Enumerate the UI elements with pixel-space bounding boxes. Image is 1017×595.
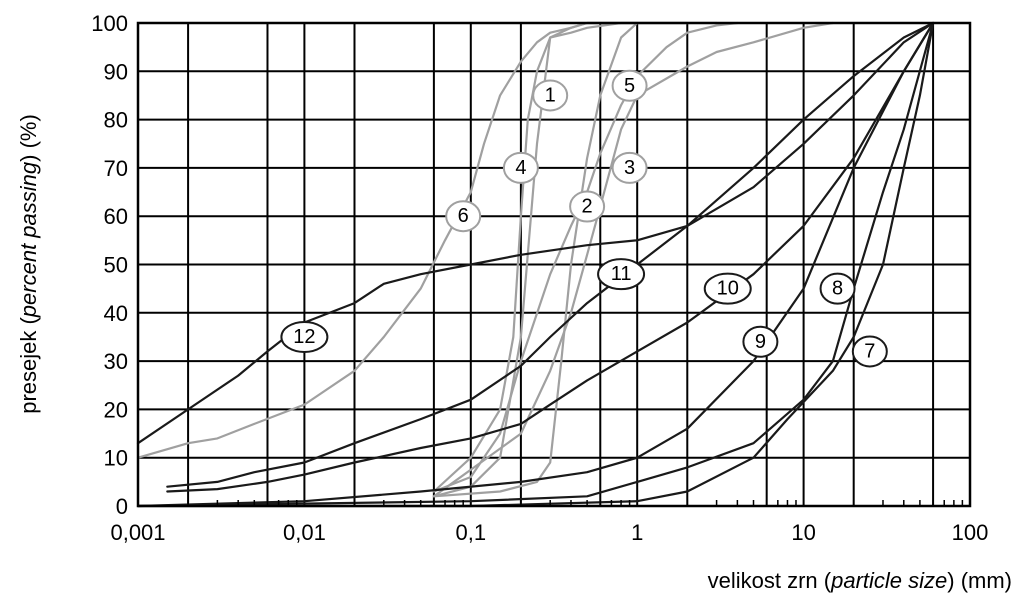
x-tick-label: 1 — [631, 520, 643, 545]
y-tick-label: 0 — [116, 494, 128, 519]
series-label-10: 10 — [717, 278, 739, 300]
series-label-bubble-8 — [819, 272, 856, 305]
x-tick-label: 0,01 — [283, 520, 326, 545]
y-tick-label: 80 — [104, 108, 128, 133]
x-tick-label: 0,1 — [456, 520, 487, 545]
series-label-bubble-2 — [569, 190, 606, 223]
series-line-10 — [166, 21, 935, 493]
series-label-bubble-1 — [532, 79, 569, 112]
series-line-7 — [136, 21, 935, 508]
series-label-1: 1 — [545, 84, 556, 106]
series-line-5 — [432, 21, 835, 498]
series-line-2 — [432, 21, 718, 498]
series-label-bubble-11 — [597, 258, 646, 291]
axis-ticks: 0 10 20 30 40 50 60 70 80 90 100 0,001 0,01 0,1 1 10 100 — [91, 11, 988, 545]
x-axis-title: velikost zrn (particle size) (mm) — [708, 568, 1012, 593]
series-label-bubble-6 — [445, 200, 482, 233]
y-tick-label: 10 — [104, 446, 128, 471]
series-label-4: 4 — [515, 157, 526, 179]
series-line-3 — [432, 21, 739, 493]
plot-frame — [136, 21, 972, 508]
series-label-bubble-7 — [851, 335, 888, 368]
series-label-bubble-4 — [502, 151, 539, 184]
plot-border — [136, 21, 972, 508]
y-tick-label: 100 — [91, 11, 128, 36]
y-tick-label: 60 — [104, 204, 128, 229]
y-tick-label: 50 — [104, 253, 128, 278]
x-tick-label: 0,001 — [110, 520, 165, 545]
y-tick-label: 20 — [104, 397, 128, 422]
y-tick-label: 30 — [104, 349, 128, 374]
series-label-12: 12 — [293, 326, 315, 348]
series-label-5: 5 — [624, 75, 635, 97]
y-tick-label: 90 — [104, 59, 128, 84]
series-line-9 — [136, 21, 935, 508]
series-label-bubble-9 — [742, 325, 779, 358]
series-label-7: 7 — [864, 340, 875, 362]
series-label-6: 6 — [458, 205, 469, 227]
y-axis-title: presejek (percent passing) (%) — [16, 114, 41, 414]
series-label-bubble-3 — [611, 151, 648, 184]
series-label-bubble-5 — [611, 69, 648, 102]
series-label-2: 2 — [582, 196, 593, 218]
series-label-11: 11 — [611, 263, 632, 285]
series-label-9: 9 — [755, 331, 766, 353]
y-tick-label: 40 — [104, 301, 128, 326]
x-tick-label: 10 — [791, 520, 815, 545]
series-line-8 — [136, 21, 935, 508]
series-line-11 — [166, 21, 935, 488]
x-tick-label: 100 — [952, 520, 989, 545]
series-label-bubble-10 — [703, 272, 752, 305]
series-label-8: 8 — [832, 278, 843, 300]
series-label-3: 3 — [624, 157, 635, 179]
series-label-bubble-12 — [280, 320, 329, 353]
series-line-12 — [136, 21, 935, 445]
y-tick-label: 70 — [104, 156, 128, 181]
